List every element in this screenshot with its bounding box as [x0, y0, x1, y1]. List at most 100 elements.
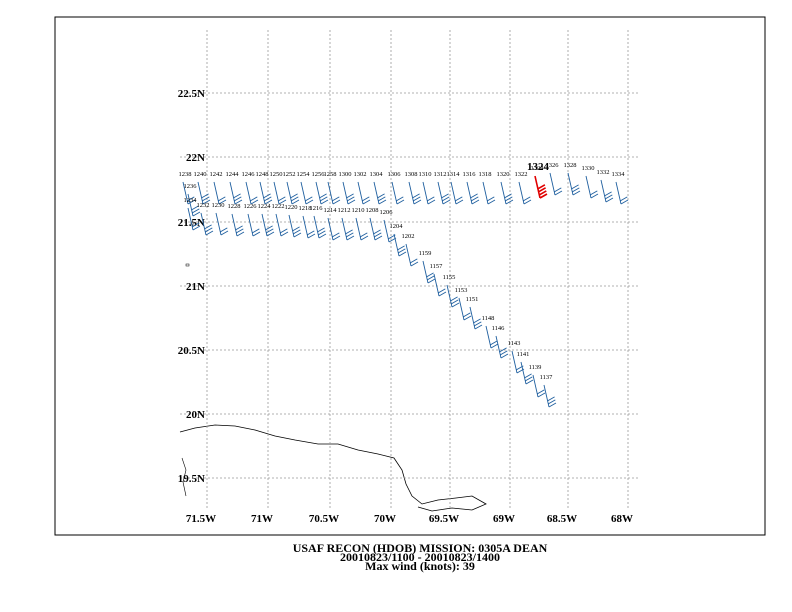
wind-barb [518, 181, 525, 205]
wind-barb [341, 217, 348, 241]
obs-time: 1246 [242, 171, 256, 178]
lon-label: 68W [611, 513, 633, 525]
wind-barb [373, 181, 380, 205]
wind-barb [408, 181, 415, 205]
wind-barb [327, 217, 334, 241]
barb-flag [236, 231, 245, 237]
obs-time: 1314 [447, 171, 461, 178]
barb-flag [250, 196, 258, 202]
barb-flag [293, 232, 302, 238]
barb-flag [412, 193, 420, 199]
obs-time: 1137 [540, 374, 554, 381]
barb-flag [474, 321, 482, 327]
obs-time: 1322 [515, 171, 528, 178]
obs-time: 1242 [210, 171, 223, 178]
barb-flag [548, 402, 557, 408]
wind-barb [469, 306, 476, 330]
obs-time: 1302 [354, 171, 367, 178]
barb-flag [290, 193, 298, 199]
wind-barb [200, 212, 207, 236]
frame [54, 16, 766, 536]
wind-barb [357, 181, 364, 205]
barb-flag [427, 278, 436, 284]
obs-time: 1139 [529, 364, 542, 371]
barb-flag [490, 340, 498, 346]
barb-flag [319, 193, 327, 199]
obs-time: 1248 [256, 171, 269, 178]
barb-flag [265, 225, 273, 231]
barb-flag [470, 193, 478, 199]
wind-barb [259, 181, 266, 205]
barb-flag [620, 199, 629, 205]
wind-barb [543, 384, 550, 408]
obs-time: 1236 [184, 183, 198, 190]
obs-time: 1232 [197, 202, 210, 209]
barb-flag [204, 224, 212, 230]
obs-time: 1159 [419, 250, 432, 257]
wind-barb [197, 181, 204, 205]
wind-barb [300, 181, 307, 205]
barb-flag [187, 199, 196, 205]
barb-flag [320, 199, 329, 205]
wind-barb [302, 215, 309, 239]
barb-flag [525, 376, 533, 382]
wind-barb [315, 181, 322, 205]
wind-barb [187, 193, 194, 217]
barb-flag [572, 190, 581, 196]
barb-flag [234, 196, 242, 202]
lat-label: 20.5N [178, 345, 205, 357]
barb-flag [234, 199, 243, 205]
barb-flag [218, 196, 226, 202]
obs-time: 1214 [324, 207, 338, 214]
barb-flag [396, 199, 405, 205]
barb-flag [191, 205, 199, 211]
barb-flag [205, 227, 213, 233]
obs-time: 1230 [212, 202, 225, 209]
wind-barb [187, 207, 194, 231]
barb-flag [264, 196, 272, 202]
barb-flag [455, 199, 464, 205]
obs-time: 1256 [312, 171, 326, 178]
lon-label: 71W [251, 513, 273, 525]
wind-barb [369, 217, 376, 241]
wind-barb [422, 181, 429, 205]
obs-time: 1324 [531, 165, 545, 172]
obs-time: 1204 [390, 223, 404, 230]
barb-flag [205, 230, 214, 236]
obs-time: 1310 [419, 171, 432, 178]
obs-time: 1155 [443, 274, 456, 281]
lat-label: 20N [186, 409, 205, 421]
barb-flag [397, 245, 405, 251]
obs-time: 1143 [508, 340, 521, 347]
barb-flag [264, 199, 273, 205]
obs-time: 1330 [582, 165, 595, 172]
barb-flag [318, 233, 327, 239]
wind-barb [405, 243, 412, 267]
lon-label: 71.5W [186, 513, 216, 525]
barb-flag [346, 235, 355, 241]
barb-flag [192, 208, 200, 214]
barb-flag [396, 196, 404, 202]
obs-time: 1153 [455, 287, 468, 294]
barb-flag [538, 187, 546, 193]
obs-time: 1328 [564, 162, 577, 169]
wind-barb [383, 219, 390, 243]
wind-barb [342, 181, 349, 205]
barb-flag [317, 227, 325, 233]
barb-flag [474, 324, 483, 330]
obs-time: 1326 [546, 162, 560, 169]
obs-time: 1316 [463, 171, 477, 178]
wind-barb [393, 233, 400, 257]
wind-barb [600, 179, 607, 203]
barb-flag [378, 196, 386, 202]
barb-flag [266, 228, 274, 234]
obs-time: 1238 [179, 171, 192, 178]
layer: 22.5N22N21.5N21N20.5N20N19.5N71.5W71W70.… [178, 30, 640, 573]
barb-flag [332, 199, 341, 205]
wind-barb [245, 181, 252, 205]
highlight-time: 1324 [527, 161, 550, 173]
obs-time: 1240 [194, 171, 207, 178]
obs-time: 1218 [299, 205, 312, 212]
wind-barb [446, 284, 453, 308]
obs-time: 1216 [310, 205, 324, 212]
